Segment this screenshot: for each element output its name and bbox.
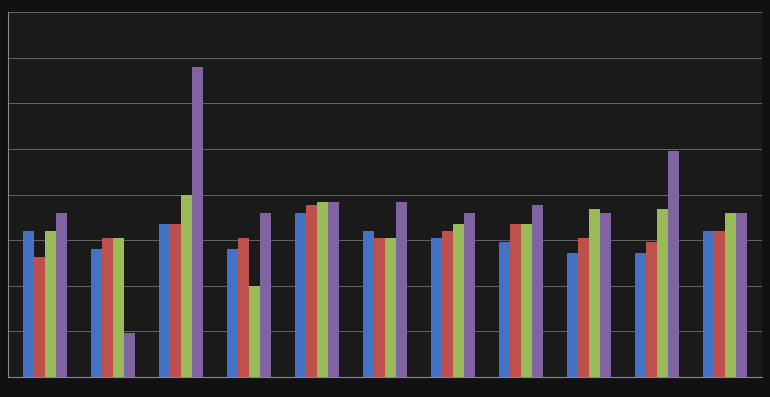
Bar: [396, 202, 407, 377]
Bar: [92, 249, 102, 377]
Bar: [657, 209, 668, 377]
Bar: [431, 238, 442, 377]
Bar: [23, 231, 34, 377]
Bar: [442, 231, 453, 377]
Bar: [227, 249, 238, 377]
Bar: [635, 253, 646, 377]
Bar: [56, 213, 67, 377]
Bar: [45, 231, 56, 377]
Bar: [192, 67, 203, 377]
Bar: [567, 253, 578, 377]
Bar: [703, 231, 714, 377]
Bar: [317, 202, 328, 377]
Bar: [170, 224, 181, 377]
Bar: [295, 213, 306, 377]
Bar: [589, 209, 600, 377]
Bar: [249, 286, 260, 377]
Bar: [464, 213, 475, 377]
Bar: [260, 213, 271, 377]
Bar: [238, 238, 249, 377]
Bar: [306, 206, 317, 377]
Bar: [736, 213, 747, 377]
Bar: [159, 224, 170, 377]
Bar: [124, 333, 135, 377]
Bar: [34, 256, 45, 377]
Bar: [578, 238, 589, 377]
Bar: [181, 195, 192, 377]
Bar: [453, 224, 464, 377]
Bar: [510, 224, 521, 377]
Bar: [113, 238, 124, 377]
Bar: [102, 238, 113, 377]
Bar: [363, 231, 374, 377]
Bar: [532, 206, 543, 377]
Bar: [646, 242, 657, 377]
Bar: [328, 202, 339, 377]
Bar: [600, 213, 611, 377]
Bar: [668, 151, 678, 377]
Bar: [374, 238, 385, 377]
Bar: [521, 224, 532, 377]
Bar: [499, 242, 510, 377]
Bar: [385, 238, 396, 377]
Bar: [714, 231, 725, 377]
Bar: [725, 213, 736, 377]
